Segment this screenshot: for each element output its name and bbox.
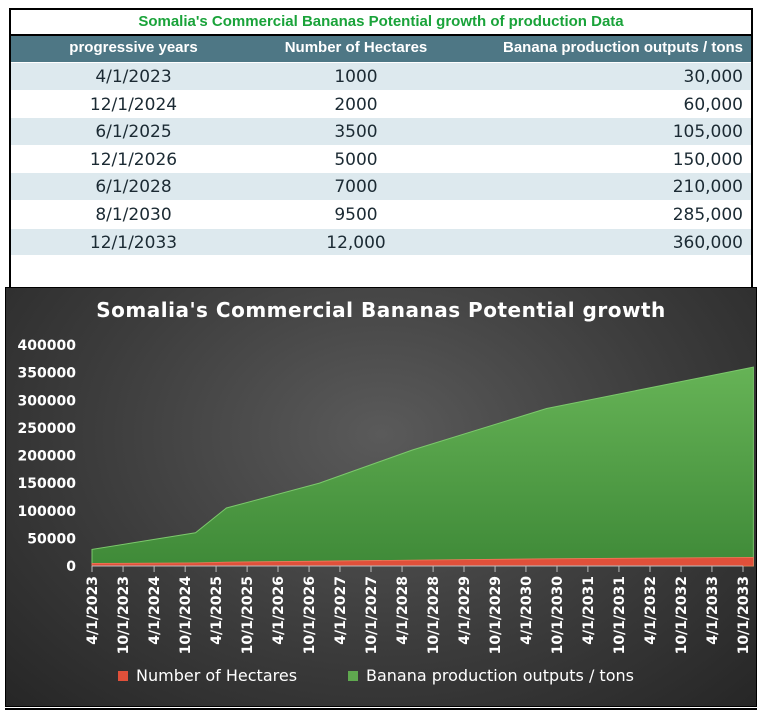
cell-hectares: 3500 bbox=[334, 122, 378, 143]
cell-year: 4/1/2023 bbox=[95, 67, 172, 87]
x-tick-label: 4/1/2026 bbox=[271, 576, 287, 645]
x-tick-label: 10/1/2029 bbox=[488, 576, 504, 654]
cell-hectares: 5000 bbox=[334, 149, 378, 170]
x-tick-label: 4/1/2031 bbox=[581, 576, 597, 645]
header-production: Banana production outputs / tons bbox=[503, 39, 743, 56]
table-row: 6/1/2028 7000 210,000 bbox=[11, 172, 751, 200]
x-tick-label: 10/1/2024 bbox=[178, 576, 194, 655]
cell-production: 105,000 bbox=[672, 122, 743, 143]
cell-production: 150,000 bbox=[672, 149, 743, 170]
x-tick-label: 4/1/2025 bbox=[209, 576, 225, 645]
legend-label-hectares: Number of Hectares bbox=[136, 666, 297, 685]
table-row: 6/1/2025 3500 105,000 bbox=[11, 117, 751, 145]
series-area-hectares bbox=[91, 556, 754, 567]
y-tick-label: 50000 bbox=[27, 531, 76, 547]
cell-production: 360,000 bbox=[672, 232, 743, 253]
chart-area: Somalia's Commercial Bananas Potential g… bbox=[5, 287, 757, 707]
x-tick-label: 4/1/2032 bbox=[643, 576, 659, 645]
x-tick-label: 10/1/2026 bbox=[302, 576, 318, 654]
table-row: 12/1/2024 2000 60,000 bbox=[11, 89, 751, 118]
x-tick-label: 10/1/2028 bbox=[426, 576, 442, 654]
cell-year: 12/1/2024 bbox=[89, 94, 178, 115]
x-tick-label: 4/1/2033 bbox=[705, 576, 721, 645]
cell-year: 12/1/2026 bbox=[89, 149, 178, 170]
table-row: 12/1/2033 12,000 360,000 bbox=[11, 227, 751, 256]
cell-year: 6/1/2025 bbox=[95, 122, 172, 143]
x-tick-label: 4/1/2029 bbox=[457, 576, 473, 645]
y-tick-label: 250000 bbox=[18, 421, 77, 437]
legend-label-banana-production: Banana production outputs / tons bbox=[366, 666, 634, 685]
x-tick-label: 10/1/2032 bbox=[674, 576, 690, 654]
y-tick-label: 400000 bbox=[18, 338, 77, 354]
x-tick-label: 10/1/2025 bbox=[240, 576, 256, 654]
x-tick-label: 4/1/2028 bbox=[395, 576, 411, 645]
series-area-banana-production bbox=[91, 366, 754, 567]
table-row: 8/1/2030 9500 285,000 bbox=[11, 199, 751, 228]
legend-swatch-hectares bbox=[118, 671, 128, 681]
legend-swatch-banana-production bbox=[348, 671, 358, 681]
y-tick-label: 350000 bbox=[18, 366, 77, 382]
header-hectares: Number of Hectares bbox=[284, 39, 428, 56]
x-tick-label: 4/1/2023 bbox=[85, 576, 101, 645]
x-tick-label: 10/1/2030 bbox=[550, 576, 566, 655]
y-tick-label: 100000 bbox=[18, 504, 77, 520]
x-tick-label: 10/1/2031 bbox=[612, 576, 628, 654]
x-tick-label: 4/1/2027 bbox=[333, 576, 349, 645]
cell-hectares: 1000 bbox=[334, 67, 378, 87]
cell-hectares: 7000 bbox=[334, 177, 378, 198]
cell-production: 30,000 bbox=[683, 67, 743, 87]
cell-year: 12/1/2033 bbox=[89, 232, 178, 253]
chart-title: Somalia's Commercial Bananas Potential g… bbox=[96, 298, 666, 322]
cell-production: 285,000 bbox=[672, 204, 743, 225]
cell-year: 8/1/2030 bbox=[95, 204, 172, 225]
area-chart: Somalia's Commercial Bananas Potential g… bbox=[18, 298, 754, 685]
cell-hectares: 2000 bbox=[334, 94, 378, 115]
header-years: progressive years bbox=[69, 39, 198, 56]
y-tick-label: 300000 bbox=[18, 393, 77, 409]
cell-production: 60,000 bbox=[683, 94, 743, 115]
data-table: Somalia's Commercial Bananas Potential g… bbox=[9, 8, 753, 287]
x-tick-label: 10/1/2033 bbox=[736, 576, 752, 654]
y-tick-label: 0 bbox=[66, 559, 76, 575]
y-tick-label: 150000 bbox=[18, 476, 77, 492]
x-tick-label: 10/1/2023 bbox=[116, 576, 132, 654]
table-title: Somalia's Commercial Bananas Potential g… bbox=[138, 13, 624, 30]
table-row: 12/1/2026 5000 150,000 bbox=[11, 144, 751, 173]
table-body: 4/1/2023 1000 30,000 12/1/2024 2000 60,0… bbox=[11, 62, 751, 256]
cell-hectares: 12,000 bbox=[326, 232, 386, 253]
cell-hectares: 9500 bbox=[334, 204, 378, 225]
bottom-border bbox=[5, 708, 757, 710]
x-tick-label: 4/1/2030 bbox=[519, 576, 535, 645]
x-tick-label: 10/1/2027 bbox=[364, 576, 380, 654]
table-header-row: progressive years Number of Hectares Ban… bbox=[11, 34, 751, 62]
cell-production: 210,000 bbox=[672, 177, 743, 198]
cell-year: 6/1/2028 bbox=[95, 177, 172, 198]
y-tick-label: 200000 bbox=[18, 449, 77, 465]
x-tick-label: 4/1/2024 bbox=[147, 576, 163, 645]
table-row: 4/1/2023 1000 30,000 bbox=[11, 62, 751, 90]
